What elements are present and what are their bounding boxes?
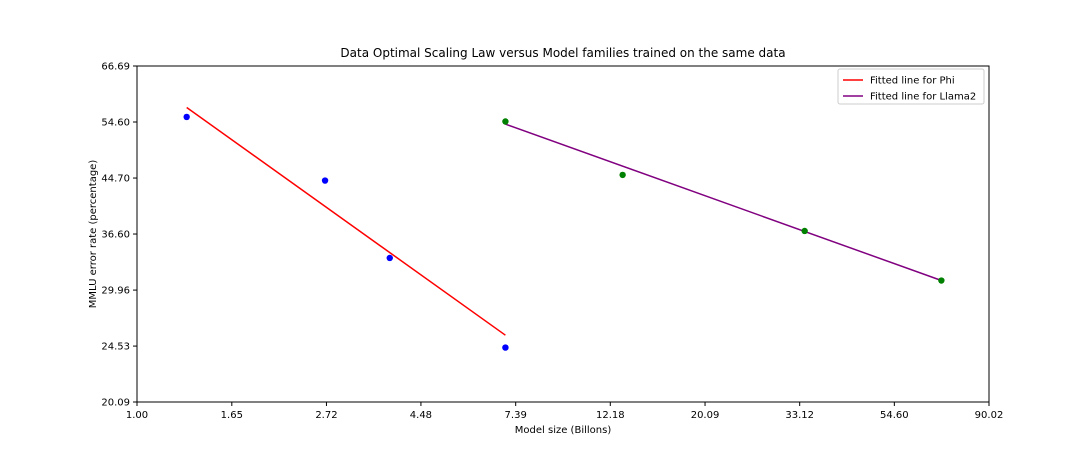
x-axis-label: Model size (Billons) bbox=[515, 425, 612, 436]
legend: Fitted line for Phi Fitted line for Llama… bbox=[837, 68, 985, 105]
data-point-phi bbox=[321, 177, 329, 184]
axis-ticks: 1.00 1.65 2.72 4.48 7.39 12.18 20.09 33.12 54.60… bbox=[101, 62, 1003, 422]
chart-title: Data Optimal Scaling Law versus Model fa… bbox=[340, 46, 785, 60]
data-point-phi bbox=[386, 254, 393, 262]
legend-items: Fitted line for Phi Fitted line for Llama… bbox=[843, 76, 976, 103]
y-tick-label: 24.53 bbox=[101, 342, 130, 353]
legend-label: Fitted line for Llama2 bbox=[870, 92, 976, 103]
legend-label: Fitted line for Phi bbox=[870, 76, 955, 87]
y-axis-label: MMLU error rate (percentage) bbox=[88, 160, 99, 309]
fit-line-llama2 bbox=[505, 123, 942, 282]
y-tick-label: 29.96 bbox=[101, 286, 130, 297]
data-points bbox=[183, 113, 945, 351]
legend-box bbox=[837, 68, 985, 105]
data-point-llama2 bbox=[502, 118, 509, 125]
data-point-llama2 bbox=[801, 227, 808, 235]
fit-lines bbox=[186, 106, 942, 336]
y-tick-label: 36.60 bbox=[101, 230, 130, 241]
data-point-llama2 bbox=[938, 277, 945, 284]
x-tick-label: 33.12 bbox=[785, 410, 814, 421]
x-tick-label: 7.39 bbox=[505, 410, 527, 421]
y-tick-label: 20.09 bbox=[101, 398, 130, 409]
x-tick-label: 1.00 bbox=[126, 410, 148, 421]
x-tick-label: 12.18 bbox=[596, 410, 625, 421]
y-tick-label: 54.60 bbox=[101, 118, 130, 129]
plot-frame bbox=[136, 65, 990, 403]
y-tick-label: 66.69 bbox=[101, 62, 130, 73]
x-tick-label: 1.65 bbox=[221, 410, 243, 421]
data-point-phi bbox=[183, 113, 190, 121]
x-tick-label: 20.09 bbox=[691, 410, 720, 421]
y-tick-label: 44.70 bbox=[101, 174, 130, 185]
x-tick-label: 2.72 bbox=[315, 410, 337, 421]
x-tick-label: 54.60 bbox=[880, 410, 909, 421]
data-point-llama2 bbox=[619, 171, 626, 179]
x-tick-label: 4.48 bbox=[410, 410, 432, 421]
fit-line-phi bbox=[186, 106, 506, 336]
x-tick-label: 90.02 bbox=[975, 410, 1004, 421]
data-point-phi bbox=[502, 344, 509, 351]
